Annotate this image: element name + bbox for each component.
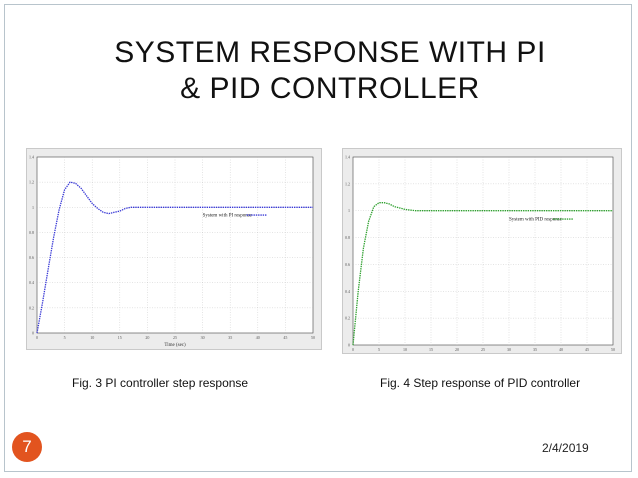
chart-1-x-tick-label: 30 xyxy=(507,347,511,352)
slide-number-badge: 7 xyxy=(12,432,42,462)
chart-1-x-tick-label: 20 xyxy=(455,347,459,352)
chart-1-x-tick-label: 45 xyxy=(585,347,589,352)
chart-0-x-tick-label: 20 xyxy=(145,335,149,340)
slide-title-line-2: & PID CONTROLLER xyxy=(180,72,480,105)
chart-0-x-tick-label: 50 xyxy=(311,335,315,340)
figure-caption-pid: Fig. 4 Step response of PID controller xyxy=(380,376,581,390)
chart-1-y-tick-label: 1.4 xyxy=(345,155,350,160)
chart-1-x-tick-label: 25 xyxy=(481,347,485,352)
chart-1-x-tick-label: 35 xyxy=(533,347,537,352)
chart-0-y-tick-label: 0.4 xyxy=(29,280,34,285)
chart-1-x-tick-label: 10 xyxy=(403,347,407,352)
chart-0-x-tick-label: 25 xyxy=(173,335,177,340)
chart-0-legend-label: System with PI response xyxy=(203,214,253,219)
chart-0-x-tick-label: 5 xyxy=(64,335,66,340)
chart-0-x-tick-label: 40 xyxy=(256,335,260,340)
chart-1-y-tick-label: 0.6 xyxy=(345,262,350,267)
chart-1-y-tick-label: 0.4 xyxy=(345,289,350,294)
chart-1-y-tick-label: 0.8 xyxy=(345,235,350,240)
chart-0-x-tick-label: 30 xyxy=(201,335,205,340)
chart-0-series-line-0 xyxy=(36,181,313,334)
chart-0-x-tick-label: 10 xyxy=(90,335,94,340)
chart-0-y-tick-label: 1.2 xyxy=(29,180,34,185)
chart-1-y-tick-label: 1.2 xyxy=(345,181,350,186)
chart-1-y-tick-label: 1 xyxy=(348,208,350,213)
chart-0-x-tick-label: 45 xyxy=(283,335,287,340)
chart-1-x-tick-label: 5 xyxy=(378,347,380,352)
chart-0-y-tick-label: 1 xyxy=(32,205,34,210)
chart-0-x-tick-label: 35 xyxy=(228,335,232,340)
chart-0-x-tick-label: 0 xyxy=(36,335,38,340)
pid-response-plot: 0 5 10 15 20 25 30 35 40 45 50 0 0.2 0.4 0.6 0.8 1 1.2 1.4… xyxy=(342,148,622,354)
chart-0-y-tick-label: 1.4 xyxy=(29,155,34,160)
slide-frame xyxy=(4,4,632,472)
slide-title-line-1: SYSTEM RESPONSE WITH PI xyxy=(114,36,546,69)
chart-1-legend-label: System with PID response xyxy=(509,218,563,223)
pi-response-plot: 0 5 10 15 20 25 30 35 40 45 50 0 0.2 0.4 0.6 0.8 1 1.2 1.4… xyxy=(26,148,322,350)
chart-0-y-tick-label: 0 xyxy=(32,331,34,336)
chart-1-y-tick-label: 0.2 xyxy=(345,316,350,321)
chart-0-y-tick-label: 0.8 xyxy=(29,230,34,235)
figure-caption-pi: Fig. 3 PI controller step response xyxy=(72,376,249,390)
chart-0-y-tick-label: 0.2 xyxy=(29,305,34,310)
chart-1-plot-area xyxy=(352,156,614,346)
chart-1-x-tick-label: 0 xyxy=(352,347,354,352)
slide-date: 2/4/2019 xyxy=(542,441,589,455)
chart-1-x-tick-label: 40 xyxy=(559,347,563,352)
chart-0-x-axis-label: Time (sec) xyxy=(164,343,186,348)
chart-1-series-line-0 xyxy=(352,202,613,346)
chart-0-y-tick-label: 0.6 xyxy=(29,255,34,260)
pid-response-chart: 0 5 10 15 20 25 30 35 40 45 50 0 0.2 0.4 0.6 0.8 1 1.2 1.4… xyxy=(345,155,615,353)
chart-1-x-tick-label: 50 xyxy=(611,347,615,352)
pi-response-chart: 0 5 10 15 20 25 30 35 40 45 50 0 0.2 0.4 0.6 0.8 1 1.2 1.4… xyxy=(29,155,315,349)
chart-1-x-tick-label: 15 xyxy=(429,347,433,352)
chart-1-y-tick-label: 0 xyxy=(348,343,350,348)
chart-0-x-tick-label: 15 xyxy=(118,335,122,340)
